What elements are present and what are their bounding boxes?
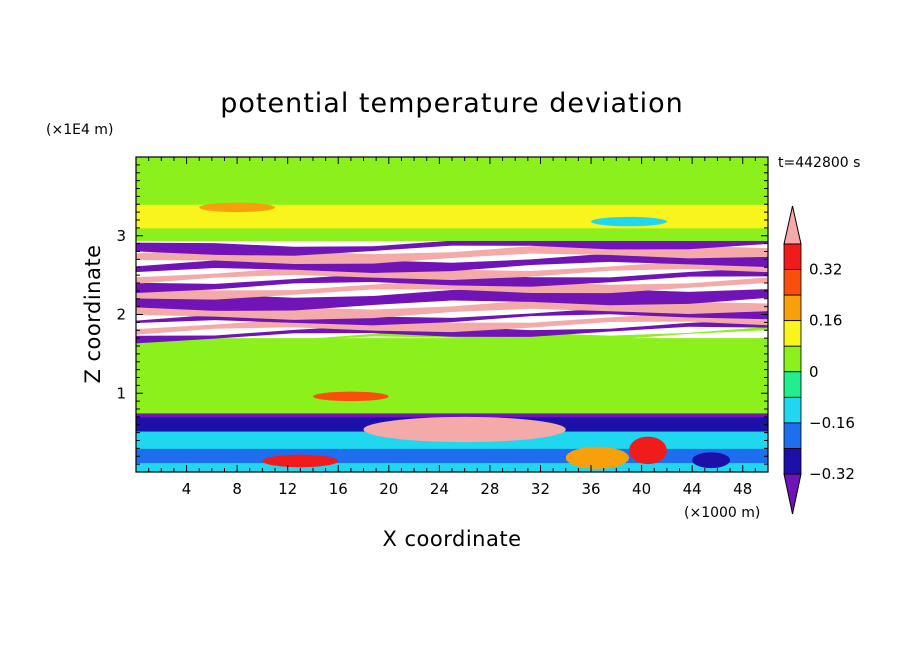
contour-band (136, 260, 768, 284)
colorbar-label: −0.32 (809, 465, 855, 483)
colorbar-label: −0.16 (809, 414, 855, 432)
contour-band (136, 267, 768, 293)
x-tick-label: 40 (632, 480, 651, 498)
colorbar-swatch (783, 371, 802, 398)
colorbar-swatch (783, 396, 802, 424)
y-tick-label: 2 (116, 306, 126, 324)
contour-band (136, 251, 768, 273)
contour-field (136, 157, 768, 472)
x-tick-label: 20 (379, 480, 398, 498)
colorbar-label: 0.16 (809, 312, 842, 330)
colorbar-swatch (783, 269, 802, 296)
contour-cell (628, 436, 667, 465)
x-unit-label: (×1000 m) (684, 505, 760, 521)
x-tick-label: 28 (480, 480, 499, 498)
x-tick-label: 12 (278, 480, 297, 498)
contour-band (136, 277, 768, 300)
contour-band (136, 307, 768, 326)
y-axis-label: Z coordinate (81, 244, 105, 383)
x-axis-label: X coordinate (382, 527, 521, 551)
colorbar-swatch (783, 243, 802, 270)
y-tick-label: 1 (116, 384, 126, 402)
contour-cell (591, 216, 667, 227)
contour-cell (363, 416, 566, 443)
y-tick-label: 3 (116, 227, 126, 245)
contour-band (136, 326, 768, 347)
chart-title: potential temperature deviation (220, 88, 683, 119)
contour-band (136, 157, 768, 205)
contour-band (136, 412, 768, 418)
x-tick-label: 8 (232, 480, 242, 498)
contour-cell (199, 202, 276, 213)
contour-band (136, 312, 768, 335)
y-unit-label: (×1E4 m) (46, 122, 113, 138)
x-tick-label: 4 (182, 480, 192, 498)
colorbar-label: 0 (809, 363, 819, 381)
colorbar-swatch (783, 422, 802, 449)
plot-area (135, 156, 769, 473)
contour-band (136, 448, 768, 464)
x-tick-label: 48 (733, 480, 752, 498)
x-tick-label: 44 (683, 480, 702, 498)
contour-cell (312, 391, 389, 402)
contour-band (136, 236, 768, 256)
colorbar-label: 0.32 (809, 261, 842, 279)
colorbar-swatch (783, 320, 802, 347)
colorbar: 0.32 0.16 0 −0.16 −0.32 (783, 205, 855, 515)
time-label: t=442800 s (778, 155, 860, 171)
contour-cell (262, 454, 339, 468)
colorbar-swatch (783, 294, 802, 322)
contour-band (136, 462, 768, 472)
x-tick-label: 16 (329, 480, 348, 498)
x-tick-label: 32 (531, 480, 550, 498)
colorbar-swatch (783, 345, 802, 373)
contour-band (136, 227, 768, 241)
x-tick-label: 24 (430, 480, 449, 498)
colorbar-max-arrow (783, 205, 802, 245)
contour-band (136, 338, 768, 414)
x-tick-label: 36 (581, 480, 600, 498)
contour-cell (692, 452, 731, 469)
contour-cell (565, 446, 629, 469)
colorbar-swatch (783, 448, 802, 475)
colorbar-min-arrow (783, 473, 802, 515)
